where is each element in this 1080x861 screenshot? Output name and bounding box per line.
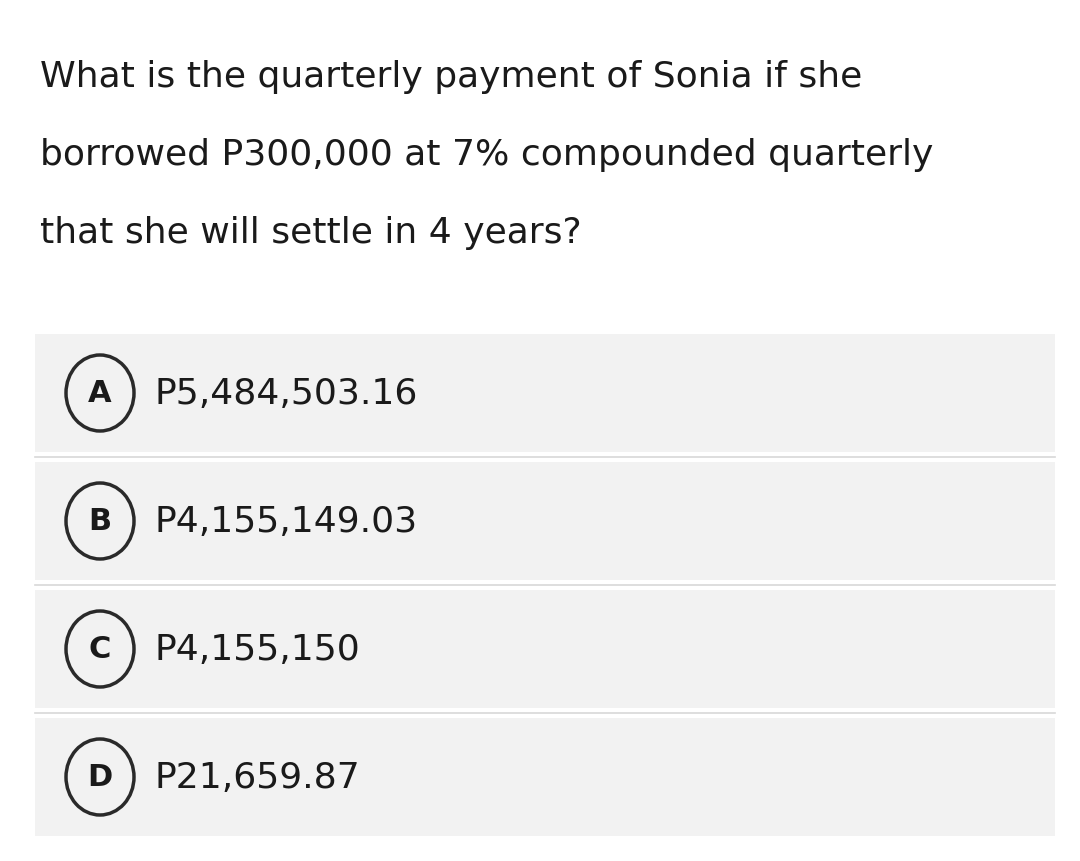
Text: C: C xyxy=(89,635,111,664)
Ellipse shape xyxy=(66,356,134,431)
Ellipse shape xyxy=(66,739,134,815)
FancyBboxPatch shape xyxy=(35,591,1055,709)
Text: P4,155,150: P4,155,150 xyxy=(156,632,361,666)
Ellipse shape xyxy=(66,611,134,687)
FancyBboxPatch shape xyxy=(35,718,1055,836)
FancyBboxPatch shape xyxy=(35,462,1055,580)
Text: A: A xyxy=(89,379,112,408)
Text: What is the quarterly payment of Sonia if she: What is the quarterly payment of Sonia i… xyxy=(40,60,862,94)
FancyBboxPatch shape xyxy=(35,335,1055,453)
Ellipse shape xyxy=(66,483,134,560)
Text: that she will settle in 4 years?: that she will settle in 4 years? xyxy=(40,216,582,250)
Text: B: B xyxy=(89,507,111,536)
Text: D: D xyxy=(87,763,112,791)
Text: P21,659.87: P21,659.87 xyxy=(156,760,361,794)
Text: borrowed P300,000 at 7% compounded quarterly: borrowed P300,000 at 7% compounded quart… xyxy=(40,138,933,172)
Text: P5,484,503.16: P5,484,503.16 xyxy=(156,376,418,411)
Text: P4,155,149.03: P4,155,149.03 xyxy=(156,505,418,538)
